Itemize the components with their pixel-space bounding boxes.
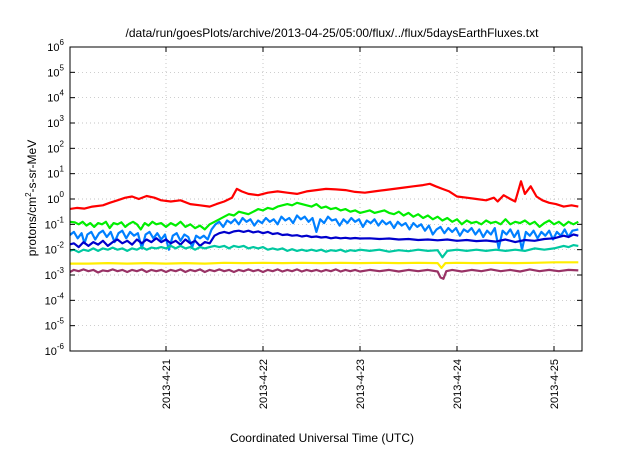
x-tick-label: 2013-4-25 <box>549 359 561 409</box>
y-tick-exponent: -6 <box>57 342 65 351</box>
series-line <box>70 261 579 269</box>
grid-layer <box>70 47 582 351</box>
y-tick-base: 10 <box>45 219 57 231</box>
y-tick-layer: 10610510410310210110010-110-210-310-410-… <box>45 38 582 358</box>
y-tick-base: 10 <box>47 42 59 54</box>
y-tick-label: 10-1 <box>45 215 65 231</box>
y-tick-base: 10 <box>47 143 59 155</box>
y-tick-label: 10-2 <box>45 241 65 257</box>
x-tick-label: 2013-4-22 <box>258 359 270 409</box>
y-axis-label-main: protons/cm <box>25 197 39 256</box>
y-tick-exponent: 4 <box>60 89 65 98</box>
series-line <box>70 201 579 231</box>
y-tick-exponent: -3 <box>57 266 65 275</box>
series-line <box>70 180 579 211</box>
y-tick-exponent: 2 <box>60 139 65 148</box>
y-tick-base: 10 <box>47 93 59 105</box>
y-tick-label: 104 <box>47 89 64 105</box>
y-tick-base: 10 <box>45 270 57 282</box>
y-axis-label-rest: -s-sr-MeV <box>25 140 39 193</box>
x-axis-label: Coordinated Universal Time (UTC) <box>230 431 414 445</box>
y-tick-base: 10 <box>47 67 59 79</box>
y-tick-base: 10 <box>47 169 59 181</box>
y-tick-exponent: -2 <box>57 241 65 250</box>
series-line <box>70 244 579 259</box>
y-tick-label: 10-3 <box>45 266 65 282</box>
y-tick-exponent: 1 <box>60 165 65 174</box>
y-tick-base: 10 <box>47 194 59 206</box>
y-tick-label: 102 <box>47 139 64 155</box>
y-tick-exponent: 6 <box>60 38 65 47</box>
y-tick-label: 10-4 <box>45 291 65 307</box>
y-tick-label: 105 <box>47 63 64 79</box>
y-tick-exponent: 3 <box>60 114 65 123</box>
y-tick-base: 10 <box>45 295 57 307</box>
y-tick-base: 10 <box>45 346 57 358</box>
y-tick-exponent: 5 <box>60 63 65 72</box>
y-tick-label: 106 <box>47 38 64 54</box>
series-line <box>70 214 579 251</box>
x-tick-label: 2013-4-23 <box>355 359 367 409</box>
y-tick-base: 10 <box>45 245 57 257</box>
series-line <box>70 268 579 280</box>
y-tick-exponent: -4 <box>57 291 65 300</box>
series-line <box>70 229 579 249</box>
x-tick-label: 2013-4-21 <box>161 359 173 409</box>
series-layer <box>70 180 579 280</box>
x-tick-layer: 2013-4-21 2013-4-22 2013-4-23 2013-4-24 2013… <box>161 47 561 409</box>
y-tick-base: 10 <box>47 118 59 130</box>
x-tick-label: 2013-4-24 <box>452 359 464 409</box>
y-axis-label: protons/cm2-s-sr-MeV <box>24 140 39 256</box>
y-tick-exponent: -5 <box>57 317 65 326</box>
y-tick-label: 101 <box>47 165 64 181</box>
y-tick-label: 10-5 <box>45 317 65 333</box>
y-tick-label: 103 <box>47 114 64 130</box>
y-axis-label-superscript: 2 <box>24 192 33 197</box>
y-tick-label: 10-6 <box>45 342 65 358</box>
chart-title: /data/run/goesPlots/archive/2013-04-25/0… <box>126 26 540 40</box>
y-tick-base: 10 <box>45 321 57 333</box>
y-tick-exponent: -1 <box>57 215 65 224</box>
y-tick-exponent: 0 <box>60 190 65 199</box>
y-tick-label: 100 <box>47 190 64 206</box>
